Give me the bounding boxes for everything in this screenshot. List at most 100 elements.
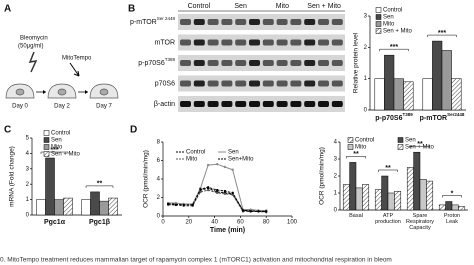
legend-swatch xyxy=(375,28,382,34)
x-tick-label: 80 xyxy=(263,220,270,226)
y-axis-label: Relative protein level xyxy=(353,32,360,93)
y-tick-label: 0 xyxy=(26,213,30,219)
bar xyxy=(342,184,350,211)
drug: MitoTempo xyxy=(62,56,92,62)
legend-label: Mito xyxy=(355,145,367,151)
legend-label: Sen+Mito xyxy=(228,157,254,163)
significance-bracket xyxy=(85,185,114,188)
legend-swatch xyxy=(347,137,354,143)
panel-letter: D xyxy=(130,125,137,136)
blot-label: p-p70S6T389 xyxy=(138,57,175,67)
blot-band xyxy=(249,60,260,66)
panel-letter: B xyxy=(128,4,135,15)
legend-swatch xyxy=(43,151,50,157)
significance-bracket xyxy=(40,151,69,155)
blot-band xyxy=(331,39,343,46)
point xyxy=(231,168,234,171)
arrow xyxy=(73,70,80,77)
blot-band xyxy=(207,39,219,46)
blot-label-text: p-p70S6 xyxy=(138,60,165,67)
blot-band xyxy=(276,60,288,66)
point xyxy=(206,163,210,167)
bar xyxy=(381,175,389,211)
bar xyxy=(54,199,64,216)
blot-label-text: p-mTOR xyxy=(130,19,157,26)
blot-band xyxy=(276,39,288,46)
blot-band xyxy=(235,19,247,25)
blot-band xyxy=(235,39,247,46)
blot-label-text: β-actin xyxy=(154,101,175,108)
blot-band xyxy=(304,80,316,87)
point xyxy=(199,187,202,191)
y-tick-label: 1 xyxy=(364,76,368,82)
bar xyxy=(445,201,453,211)
blot-band xyxy=(249,80,260,87)
bar xyxy=(45,157,55,216)
y-tick-label: 2 xyxy=(26,182,30,188)
blot-band xyxy=(207,19,219,25)
blot-band xyxy=(249,19,260,25)
bar xyxy=(406,167,414,211)
bar xyxy=(349,162,357,211)
blot-band xyxy=(193,39,205,46)
blot-band xyxy=(276,80,288,87)
caption: 0. MitoTempo treatment reduces mammalian… xyxy=(0,257,392,264)
blot-band xyxy=(318,60,329,66)
x-tick-label: Basal xyxy=(349,213,363,219)
panel-letter: A xyxy=(4,4,11,15)
legend-label: Control xyxy=(383,8,402,14)
x-tick-label: 20 xyxy=(185,220,192,226)
y-tick-label: 3 xyxy=(334,157,338,163)
blot-label: β-actin xyxy=(154,101,175,108)
point xyxy=(206,186,210,189)
category-text: Pgc1β xyxy=(89,219,111,226)
point xyxy=(223,165,227,169)
legend-swatch xyxy=(347,144,354,150)
blot-strip xyxy=(178,34,345,51)
blot-band xyxy=(262,39,274,46)
bar xyxy=(387,192,395,211)
blot-band xyxy=(318,39,329,46)
point xyxy=(206,188,210,192)
blot-band xyxy=(276,19,288,25)
blot-band xyxy=(290,101,302,107)
blot-band xyxy=(331,19,343,25)
blot-band xyxy=(331,80,343,87)
point xyxy=(265,210,268,213)
blot-band xyxy=(221,39,233,46)
treatment: Bleomycin xyxy=(20,36,48,42)
blot-band xyxy=(180,101,191,107)
blot-band xyxy=(235,80,247,87)
y-axis-label: mRNA (Fold change) xyxy=(9,146,16,207)
lane-label: Mito xyxy=(276,3,289,10)
point xyxy=(174,201,178,205)
legend-label: Sen xyxy=(383,15,394,21)
x-tick-label: ATP production xyxy=(375,213,401,225)
x-tick-label: 40 xyxy=(211,220,218,226)
x-tick-label: Pgc1β xyxy=(89,219,111,226)
legend-label: Sen + Mito xyxy=(383,29,413,35)
y-tick-label: 5 xyxy=(26,136,30,142)
bar xyxy=(362,184,370,211)
significance: * xyxy=(451,190,454,197)
y-tick-label: 0 xyxy=(364,108,368,114)
blot-band xyxy=(290,60,302,66)
blot-band xyxy=(180,19,191,25)
blot-band xyxy=(207,101,219,107)
significance-bracket xyxy=(346,156,366,159)
y-axis-label: OCR (pmol/min/mg) xyxy=(319,147,326,205)
lane-label: Control xyxy=(188,3,211,10)
x-tick-label: p-mTORSer2448 xyxy=(420,112,465,122)
legend-swatch xyxy=(43,137,50,143)
legend-label: Control xyxy=(186,150,205,156)
blot-band xyxy=(331,60,343,66)
blot-band xyxy=(262,80,274,87)
point xyxy=(223,192,227,195)
point xyxy=(182,203,185,207)
point xyxy=(166,202,170,206)
blot-band xyxy=(318,19,329,25)
blot-band xyxy=(262,60,274,66)
y-tick-label: 4 xyxy=(157,177,161,183)
